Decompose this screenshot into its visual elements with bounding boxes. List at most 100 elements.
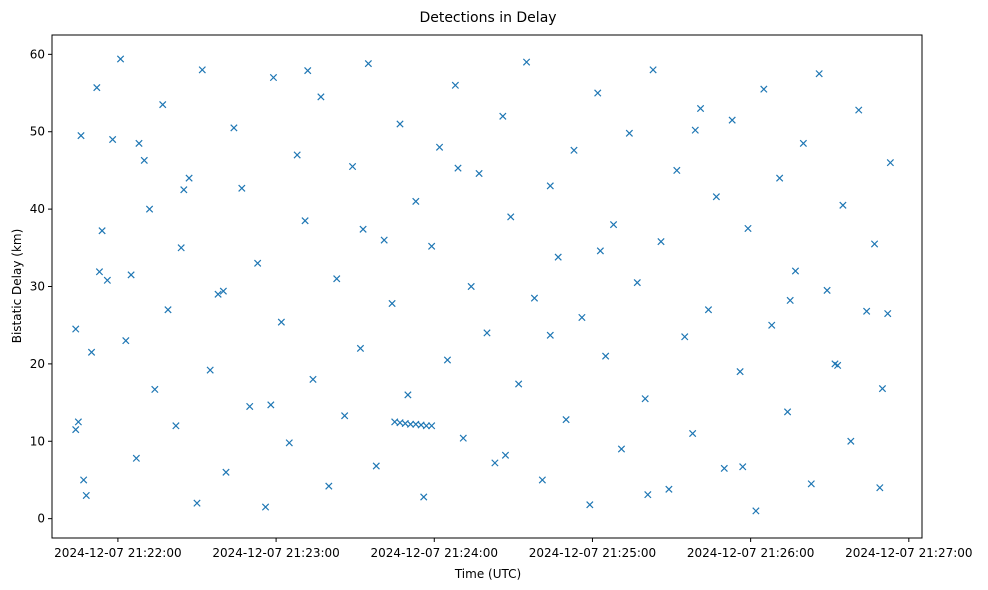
data-point bbox=[404, 391, 412, 399]
data-point bbox=[80, 476, 88, 484]
data-point bbox=[301, 217, 309, 225]
data-point bbox=[768, 321, 776, 329]
data-point bbox=[459, 434, 467, 442]
data-point bbox=[261, 503, 270, 511]
data-point bbox=[625, 129, 633, 137]
data-point bbox=[507, 213, 515, 221]
data-point bbox=[783, 408, 792, 416]
data-point bbox=[304, 66, 312, 75]
data-point bbox=[443, 356, 452, 364]
data-point bbox=[172, 422, 180, 430]
data-point bbox=[870, 240, 879, 248]
data-point bbox=[562, 415, 570, 424]
data-point bbox=[193, 499, 201, 507]
data-point bbox=[293, 151, 301, 159]
data-point bbox=[570, 146, 578, 154]
data-point bbox=[586, 501, 594, 509]
data-point bbox=[254, 259, 262, 267]
data-point bbox=[530, 294, 539, 302]
data-point bbox=[230, 124, 238, 132]
data-point bbox=[177, 244, 185, 252]
data-point bbox=[356, 344, 365, 353]
data-point bbox=[364, 60, 372, 68]
data-point bbox=[333, 275, 341, 283]
y-tick-label: 40 bbox=[30, 202, 45, 216]
data-point bbox=[82, 491, 90, 500]
data-point bbox=[704, 306, 713, 314]
data-point bbox=[633, 279, 641, 287]
data-point bbox=[359, 225, 367, 233]
data-point bbox=[515, 380, 523, 388]
data-point bbox=[435, 143, 444, 151]
data-point bbox=[815, 70, 823, 78]
data-point bbox=[696, 104, 705, 113]
data-point bbox=[736, 367, 744, 376]
data-point bbox=[454, 164, 462, 172]
data-point bbox=[546, 331, 554, 339]
y-tick-label: 0 bbox=[37, 512, 45, 526]
data-point bbox=[325, 482, 333, 490]
y-tick-label: 30 bbox=[30, 280, 45, 294]
data-point bbox=[246, 402, 254, 411]
data-point bbox=[159, 101, 167, 109]
data-point bbox=[499, 112, 507, 120]
data-point bbox=[77, 131, 85, 140]
data-point bbox=[594, 89, 602, 97]
data-point bbox=[238, 184, 246, 192]
data-point bbox=[863, 307, 871, 315]
data-point bbox=[420, 493, 428, 501]
data-point bbox=[884, 309, 892, 318]
data-point bbox=[776, 174, 784, 182]
data-point bbox=[760, 85, 768, 93]
data-point bbox=[277, 318, 285, 326]
data-point bbox=[428, 242, 436, 250]
data-point bbox=[145, 205, 154, 213]
data-point bbox=[388, 299, 396, 308]
data-point bbox=[140, 156, 148, 164]
data-point bbox=[206, 366, 214, 374]
data-point bbox=[602, 352, 610, 360]
data-point bbox=[673, 166, 681, 175]
data-point bbox=[72, 426, 80, 434]
data-point bbox=[185, 174, 193, 182]
data-point bbox=[791, 267, 800, 275]
x-axis-label: Time (UTC) bbox=[454, 567, 521, 581]
data-point bbox=[596, 247, 604, 255]
data-point bbox=[712, 193, 720, 201]
data-point bbox=[412, 197, 420, 206]
y-axis-ticks: 0 10 20 30 40 50 60 bbox=[30, 47, 52, 526]
data-point bbox=[103, 276, 111, 284]
chart-title: Detections in Delay bbox=[419, 10, 556, 26]
data-point bbox=[886, 159, 894, 167]
data-point bbox=[649, 66, 657, 74]
data-point bbox=[74, 418, 82, 426]
data-point bbox=[396, 120, 404, 128]
data-point bbox=[267, 401, 275, 409]
data-point bbox=[422, 422, 430, 430]
data-point bbox=[744, 224, 752, 233]
data-point bbox=[164, 306, 172, 314]
y-tick-label: 20 bbox=[30, 357, 45, 371]
data-point bbox=[87, 348, 96, 356]
data-markers bbox=[72, 55, 894, 515]
data-point bbox=[538, 476, 546, 484]
data-point bbox=[691, 126, 699, 134]
data-point bbox=[876, 484, 884, 492]
data-point bbox=[95, 268, 104, 276]
data-point bbox=[116, 55, 125, 63]
data-point bbox=[483, 329, 491, 337]
data-point bbox=[109, 135, 117, 144]
data-point bbox=[127, 271, 135, 279]
data-point bbox=[501, 451, 510, 459]
data-point bbox=[665, 485, 673, 493]
data-point bbox=[451, 81, 459, 89]
data-point bbox=[214, 290, 222, 298]
data-point bbox=[641, 395, 649, 403]
data-point bbox=[823, 286, 831, 294]
data-point bbox=[198, 66, 206, 74]
x-tick-label: 2024-12-07 21:24:00 bbox=[371, 546, 498, 560]
data-point bbox=[807, 480, 815, 488]
